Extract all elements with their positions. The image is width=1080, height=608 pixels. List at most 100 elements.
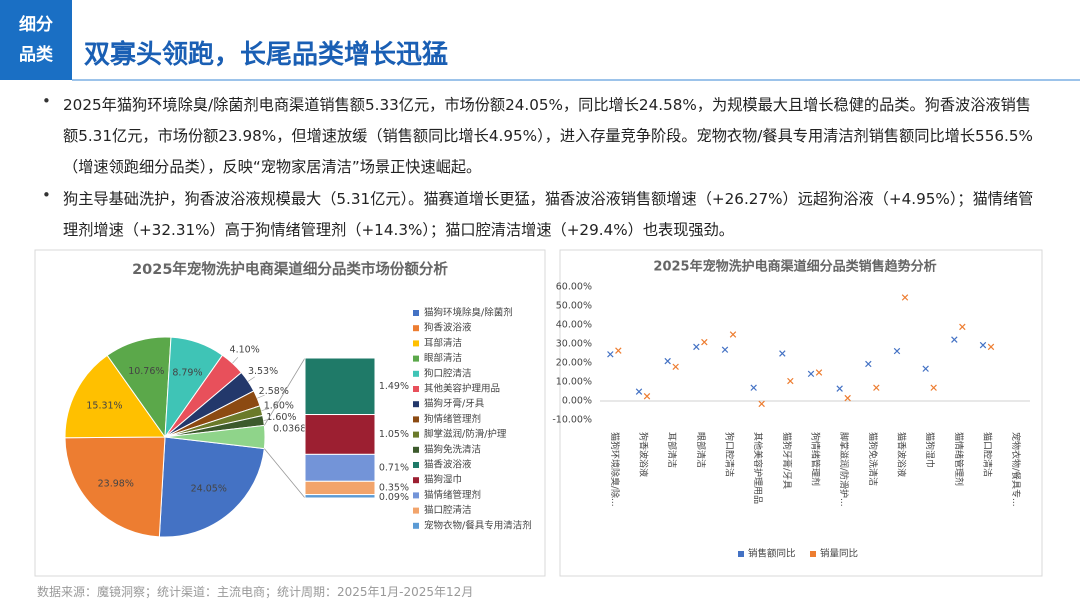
legend-label: 猫香波浴液 (424, 459, 472, 471)
legend-label: 狗口腔清洁 (424, 367, 472, 379)
x-tick-label: 猫狗环境除臭/除... (609, 432, 621, 507)
marker (815, 369, 823, 376)
leader-line (257, 394, 265, 399)
y-tick-label: 0.00% (562, 396, 592, 407)
marker (615, 347, 622, 354)
legend-swatch (810, 551, 816, 557)
pie-slice (64, 436, 166, 538)
legend-label: 猫狗湿巾 (424, 474, 462, 486)
marker (664, 357, 671, 365)
legend-label: 脚掌滋润/防滑/护理 (424, 428, 507, 440)
marker (779, 350, 786, 357)
legend-swatch (413, 416, 419, 423)
y-tick-label: 60.00% (556, 282, 592, 293)
legend-label: 销量同比 (820, 548, 858, 560)
connector (263, 357, 306, 426)
marker (643, 393, 651, 400)
segment-label: 0.71% (379, 462, 409, 473)
bullet-text: 2025年猫狗环境除臭/除菌剂电商渠道销售额5.33亿元，市场份额24.05%，… (63, 96, 1033, 176)
x-tick-label: 猫狗湿巾 (924, 432, 936, 468)
y-tick-label: -10.00% (552, 415, 592, 426)
marker (607, 351, 614, 358)
marker (987, 343, 995, 351)
slice-label: 1.60% (264, 400, 294, 411)
x-tick-label: 猫狗牙膏/牙具 (781, 432, 793, 489)
legend-swatch (413, 386, 419, 392)
divider (72, 79, 1080, 81)
marker (930, 384, 937, 391)
segment-label: 0.09% (379, 492, 409, 503)
marker (721, 346, 729, 353)
x-tick-label: 狗情绪管理剂 (810, 432, 822, 486)
stack-segment (304, 494, 376, 499)
legend-swatch (413, 492, 419, 499)
marker (951, 336, 958, 343)
marker (758, 400, 765, 408)
segment-label: 1.49% (379, 381, 409, 392)
legend-swatch (413, 370, 419, 377)
legend-label: 耳部清洁 (424, 337, 462, 349)
legend-swatch (413, 355, 419, 362)
slice-label: 10.76% (128, 366, 164, 377)
legend-swatch (413, 310, 419, 316)
chart-frame (559, 249, 1043, 577)
stack-segment (304, 357, 376, 416)
marker (836, 385, 843, 392)
slice-label: 23.98% (98, 478, 134, 489)
x-tick-label: 狗香波浴液 (638, 432, 650, 477)
legend-label: 宠物衣物/餐具专用清洁剂 (424, 519, 532, 531)
stack-segment (304, 480, 376, 496)
footnote: 数据来源：魔镜洞察；统计渠道：主流电商；统计周期：2025年1月-2025年12… (37, 585, 474, 599)
legend-swatch (413, 507, 419, 514)
tag-line: 品类 (19, 45, 53, 65)
y-tick-label: 10.00% (556, 377, 592, 388)
slice-label: 8.79% (172, 367, 202, 378)
marker (807, 370, 815, 378)
stack-segment (304, 414, 376, 455)
legend-label: 销售额同比 (748, 548, 796, 560)
y-tick-label: 50.00% (556, 301, 592, 312)
page-title: 双寡头领跑，长尾品类增长迅猛 (84, 40, 449, 70)
y-tick-label: 40.00% (556, 320, 592, 331)
legend-label: 狗情绪管理剂 (424, 413, 481, 425)
legend-swatch (413, 401, 419, 408)
marker (922, 365, 929, 372)
tag-line: 细分 (19, 15, 53, 35)
leader-line (261, 408, 270, 411)
marker (893, 347, 901, 355)
x-tick-label: 猫香波浴液 (896, 432, 908, 477)
x-tick-label: 狗口腔清洁 (724, 432, 736, 477)
y-tick-label: 20.00% (556, 358, 592, 369)
legend-label: 猫狗牙膏/牙具 (424, 398, 485, 410)
segment-label: 1.05% (379, 429, 409, 440)
x-tick-label: 宠物衣物/餐具专... (1010, 432, 1022, 507)
x-tick-label: 眼部清洁 (695, 432, 707, 468)
x-tick-label: 猫口腔清洁 (982, 432, 994, 477)
x-tick-label: 耳部清洁 (666, 432, 678, 468)
slice-label: 3.53% (248, 366, 278, 377)
pie-slice (64, 354, 166, 439)
marker (750, 384, 757, 391)
leader-line (232, 357, 239, 364)
chart-title: 2025年宠物洗护电商渠道细分品类市场份额分析 (132, 260, 448, 278)
legend-label: 猫口腔清洁 (424, 504, 472, 516)
segment-label: 0.35% (379, 482, 409, 493)
bullet-dot: • (42, 92, 51, 110)
marker (693, 343, 700, 351)
connector (264, 448, 306, 499)
legend-label: 其他美容护理用品 (424, 383, 500, 395)
pie-slice (106, 336, 172, 439)
marker (979, 341, 987, 349)
marker (635, 388, 643, 395)
y-tick-label: 30.00% (556, 339, 592, 350)
marker (787, 377, 794, 385)
marker (844, 394, 851, 402)
stack-segment (304, 453, 376, 482)
legend-swatch (413, 522, 419, 529)
legend-label: 狗香波浴液 (424, 322, 472, 334)
legend-label: 猫情绪管理剂 (424, 489, 481, 501)
legend-label: 眼部清洁 (424, 352, 462, 364)
slice-label: 24.05% (191, 484, 227, 495)
section-tag: 细分 品类 (0, 0, 72, 80)
x-tick-label: 其他美容护理用品 (752, 432, 764, 504)
